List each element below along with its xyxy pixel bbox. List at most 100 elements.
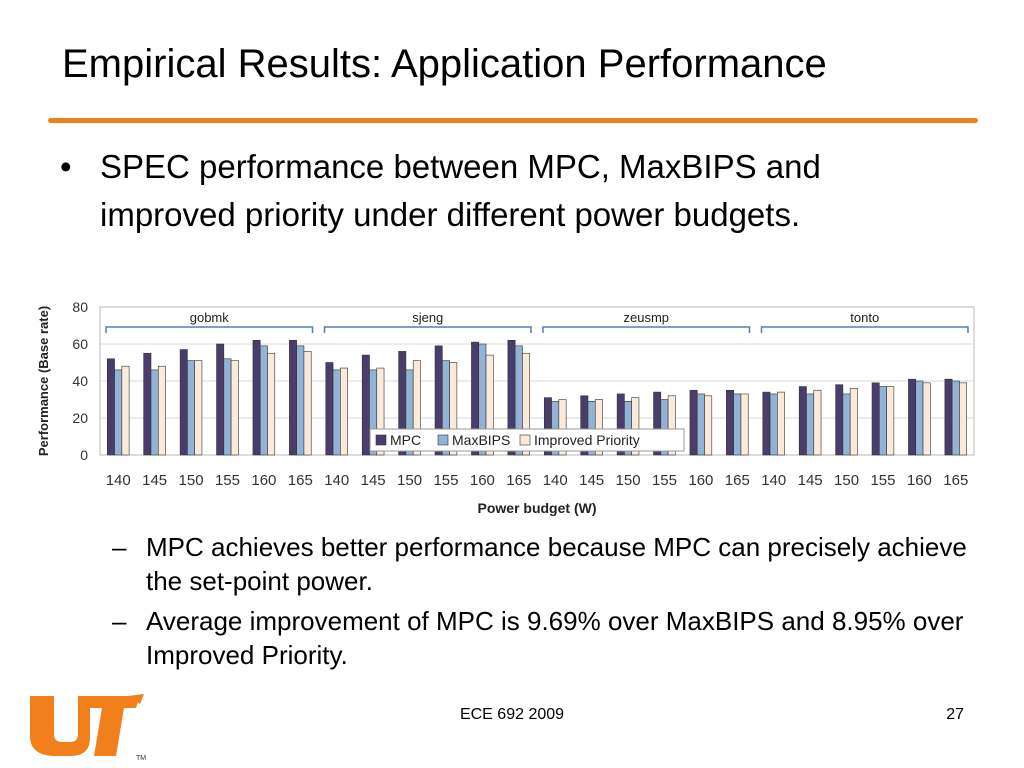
bar-maxbips (915, 380, 924, 456)
group-label: tonto (850, 310, 879, 325)
sub-bullet-marker: – (112, 532, 127, 562)
slide-title: Empirical Results: Application Performan… (62, 42, 827, 86)
bar-mpc (289, 339, 297, 456)
x-tick-label: 165 (288, 472, 313, 489)
bar-maxbips (951, 380, 960, 456)
x-tick-label: 160 (688, 472, 713, 489)
bullet-marker: • (60, 148, 72, 185)
bar-mpc (252, 339, 261, 456)
legend-swatch (437, 434, 449, 446)
y-axis-label: Performance (Base rate) (36, 306, 51, 456)
x-tick-label: 165 (506, 472, 531, 489)
x-tick-label: 150 (834, 472, 859, 489)
trademark-mark: TM (136, 755, 146, 762)
bar-mpc (726, 389, 734, 456)
bar-improved_priority (412, 360, 421, 456)
bar-improved_priority (922, 382, 931, 456)
bar-improved_priority (740, 393, 749, 456)
bar-mpc (908, 378, 917, 456)
bar-maxbips (150, 369, 159, 456)
x-tick-label: 145 (579, 472, 604, 489)
x-tick-label: 160 (907, 472, 932, 489)
y-tick-label: 0 (80, 447, 88, 463)
x-tick-label: 145 (361, 472, 386, 489)
x-tick-label: 150 (616, 472, 641, 489)
y-tick-label: 20 (72, 410, 88, 426)
legend-label: MaxBIPS (452, 432, 510, 448)
x-tick-label: 140 (324, 472, 349, 489)
legend-label: MPC (390, 432, 421, 448)
bar-mpc (798, 386, 807, 456)
bar-maxbips (769, 393, 778, 456)
bar-maxbips (296, 345, 305, 456)
sub-bullet-marker: – (112, 606, 127, 636)
y-tick-label: 60 (72, 336, 88, 352)
group-label: gobmk (190, 310, 230, 325)
sub-bullet-list: – MPC achieves better performance becaus… (112, 530, 992, 678)
x-tick-label: 165 (943, 472, 968, 489)
bar-improved_priority (485, 354, 494, 456)
y-tick-label: 40 (72, 373, 88, 389)
bar-mpc (689, 389, 698, 456)
bar-improved_priority (157, 365, 166, 456)
bar-improved_priority (886, 386, 895, 456)
logo-mark (30, 694, 144, 756)
main-bullet: • SPEC performance between MPC, MaxBIPS … (60, 143, 960, 239)
x-tick-label: 150 (179, 472, 204, 489)
bar-mpc (835, 384, 844, 456)
bar-improved_priority (340, 367, 348, 456)
group-bracket (323, 326, 532, 333)
sub-bullet-text: MPC achieves better performance because … (146, 532, 967, 596)
bar-mpc (216, 343, 225, 456)
x-tick-label: 150 (397, 472, 422, 489)
bar-improved_priority (121, 365, 130, 456)
bar-improved_priority (194, 360, 203, 456)
bar-improved_priority (849, 388, 858, 456)
bar-mpc (179, 349, 188, 456)
bar-improved_priority (522, 352, 531, 456)
bar-mpc (871, 382, 880, 456)
bar-improved_priority (667, 395, 676, 456)
x-tick-label: 145 (798, 472, 823, 489)
sub-bullet: – Average improvement of MPC is 9.69% ov… (112, 604, 992, 672)
x-tick-label: 155 (215, 472, 240, 489)
group-bracket (105, 326, 314, 333)
x-tick-label: 155 (433, 472, 458, 489)
page-number: 27 (946, 706, 964, 723)
bar-maxbips (806, 393, 815, 456)
group-bracket (760, 326, 969, 333)
legend-label: Improved Priority (534, 432, 640, 448)
bar-maxbips (696, 393, 705, 456)
sub-bullet-text: Average improvement of MPC is 9.69% over… (146, 606, 964, 670)
title-rule (48, 118, 978, 123)
bar-maxbips (842, 393, 851, 456)
bar-improved_priority (777, 391, 785, 456)
bar-improved_priority (230, 360, 239, 456)
legend-swatch (375, 434, 387, 446)
bar-improved_priority (704, 395, 713, 456)
y-tick-label: 80 (72, 299, 88, 315)
x-tick-label: 160 (470, 472, 495, 489)
bar-mpc (325, 362, 334, 456)
bar-maxbips (733, 393, 742, 456)
footer-course: ECE 692 2009 (459, 706, 565, 723)
x-tick-label: 155 (652, 472, 677, 489)
bar-mpc (944, 378, 953, 456)
x-tick-label: 145 (142, 472, 167, 489)
bar-improved_priority (959, 382, 968, 456)
bar-mpc (762, 391, 771, 456)
bar-maxbips (259, 345, 268, 456)
bar-mpc (106, 358, 115, 456)
bar-maxbips (114, 369, 123, 456)
x-axis-label: Power budget (W) (478, 500, 597, 516)
group-label: sjeng (412, 310, 443, 325)
bar-improved_priority (631, 397, 640, 456)
bar-improved_priority (594, 399, 603, 456)
bar-mpc (361, 354, 370, 456)
bar-improved_priority (267, 352, 276, 456)
x-tick-label: 155 (870, 472, 895, 489)
performance-bar-chart: 0 20 40 60 80 Performance (Base rate) gobmk 140… (36, 299, 975, 516)
bar-improved_priority (303, 351, 312, 456)
bar-maxbips (187, 360, 195, 456)
university-logo: TM (30, 694, 146, 762)
